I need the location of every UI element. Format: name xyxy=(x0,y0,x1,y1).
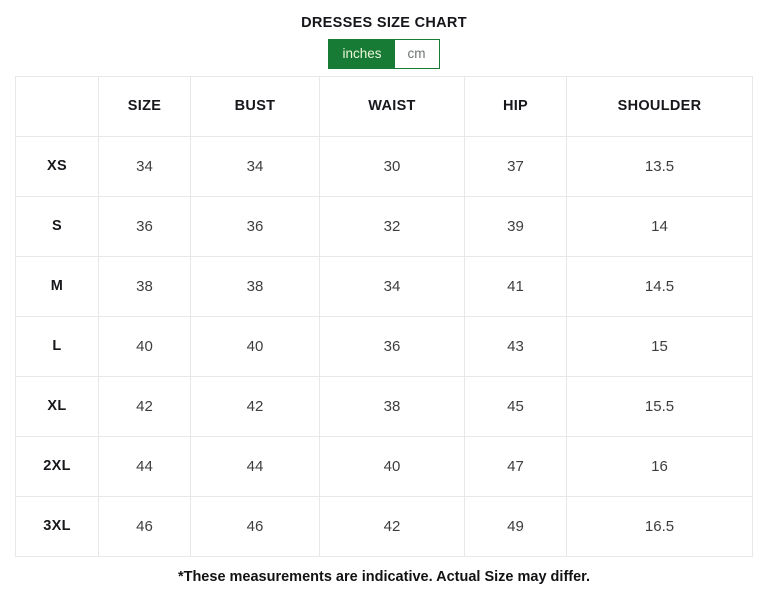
table-cell: 40 xyxy=(190,315,320,377)
row-label: M xyxy=(15,255,99,317)
table-row: M 38 38 34 41 14.5 xyxy=(15,255,753,317)
table-cell: 38 xyxy=(319,375,465,437)
page-title: DRESSES SIZE CHART xyxy=(301,15,467,31)
table-cell: 44 xyxy=(98,435,191,497)
column-header-waist: WAIST xyxy=(319,75,465,137)
row-label: 2XL xyxy=(15,435,99,497)
row-label: L xyxy=(15,315,99,377)
table-cell: 42 xyxy=(190,375,320,437)
table-cell: 46 xyxy=(98,495,191,557)
table-cell: 40 xyxy=(319,435,465,497)
row-label: XL xyxy=(15,375,99,437)
table-cell: 34 xyxy=(190,135,320,197)
unit-toggle-wrap: inches cm xyxy=(0,39,768,69)
table-cell: 30 xyxy=(319,135,465,197)
header-row: SIZE BUST WAIST HIP SHOULDER xyxy=(15,75,753,137)
table-cell: 44 xyxy=(190,435,320,497)
toggle-cm-button[interactable]: cm xyxy=(394,40,439,68)
table-cell: 47 xyxy=(464,435,567,497)
table-cell: 36 xyxy=(190,195,320,257)
table-cell: 16 xyxy=(566,435,753,497)
table-row: XL 42 42 38 45 15.5 xyxy=(15,375,753,437)
table-cell: 34 xyxy=(319,255,465,317)
row-label: S xyxy=(15,195,99,257)
table-cell: 37 xyxy=(464,135,567,197)
table-cell: 49 xyxy=(464,495,567,557)
table-cell: 42 xyxy=(98,375,191,437)
table-cell: 16.5 xyxy=(566,495,753,557)
column-header-bust: BUST xyxy=(190,75,320,137)
table-cell: 34 xyxy=(98,135,191,197)
table-cell: 36 xyxy=(98,195,191,257)
unit-toggle: inches cm xyxy=(328,39,440,69)
table-cell: 32 xyxy=(319,195,465,257)
column-header-empty xyxy=(15,75,99,137)
table-row: L 40 40 36 43 15 xyxy=(15,315,753,377)
table-cell: 36 xyxy=(319,315,465,377)
size-table-body: XS 34 34 30 37 13.5 S 36 36 32 39 14 M 38 38 34 41 14.5 L 4… xyxy=(15,135,753,557)
table-cell: 15 xyxy=(566,315,753,377)
table-row: 2XL 44 44 40 47 16 xyxy=(15,435,753,497)
table-cell: 41 xyxy=(464,255,567,317)
table-cell: 46 xyxy=(190,495,320,557)
table-cell: 39 xyxy=(464,195,567,257)
table-cell: 38 xyxy=(98,255,191,317)
table-cell: 13.5 xyxy=(566,135,753,197)
table-row: XS 34 34 30 37 13.5 xyxy=(15,135,753,197)
table-cell: 38 xyxy=(190,255,320,317)
table-cell: 43 xyxy=(464,315,567,377)
size-chart-table: SIZE BUST WAIST HIP SHOULDER XS 34 34 30 37 1… xyxy=(15,75,753,557)
table-cell: 40 xyxy=(98,315,191,377)
table-cell: 14 xyxy=(566,195,753,257)
column-header-hip: HIP xyxy=(464,75,567,137)
table-row: 3XL 46 46 42 49 16.5 xyxy=(15,495,753,557)
table-cell: 15.5 xyxy=(566,375,753,437)
column-header-size: SIZE xyxy=(98,75,191,137)
footnote: *These measurements are indicative. Actu… xyxy=(177,568,591,585)
toggle-inches-button[interactable]: inches xyxy=(329,40,395,68)
table-row: S 36 36 32 39 14 xyxy=(15,195,753,257)
table-cell: 45 xyxy=(464,375,567,437)
table-cell: 14.5 xyxy=(566,255,753,317)
row-label: 3XL xyxy=(15,495,99,557)
row-label: XS xyxy=(15,135,99,197)
table-cell: 42 xyxy=(319,495,465,557)
column-header-shoulder: SHOULDER xyxy=(566,75,753,137)
